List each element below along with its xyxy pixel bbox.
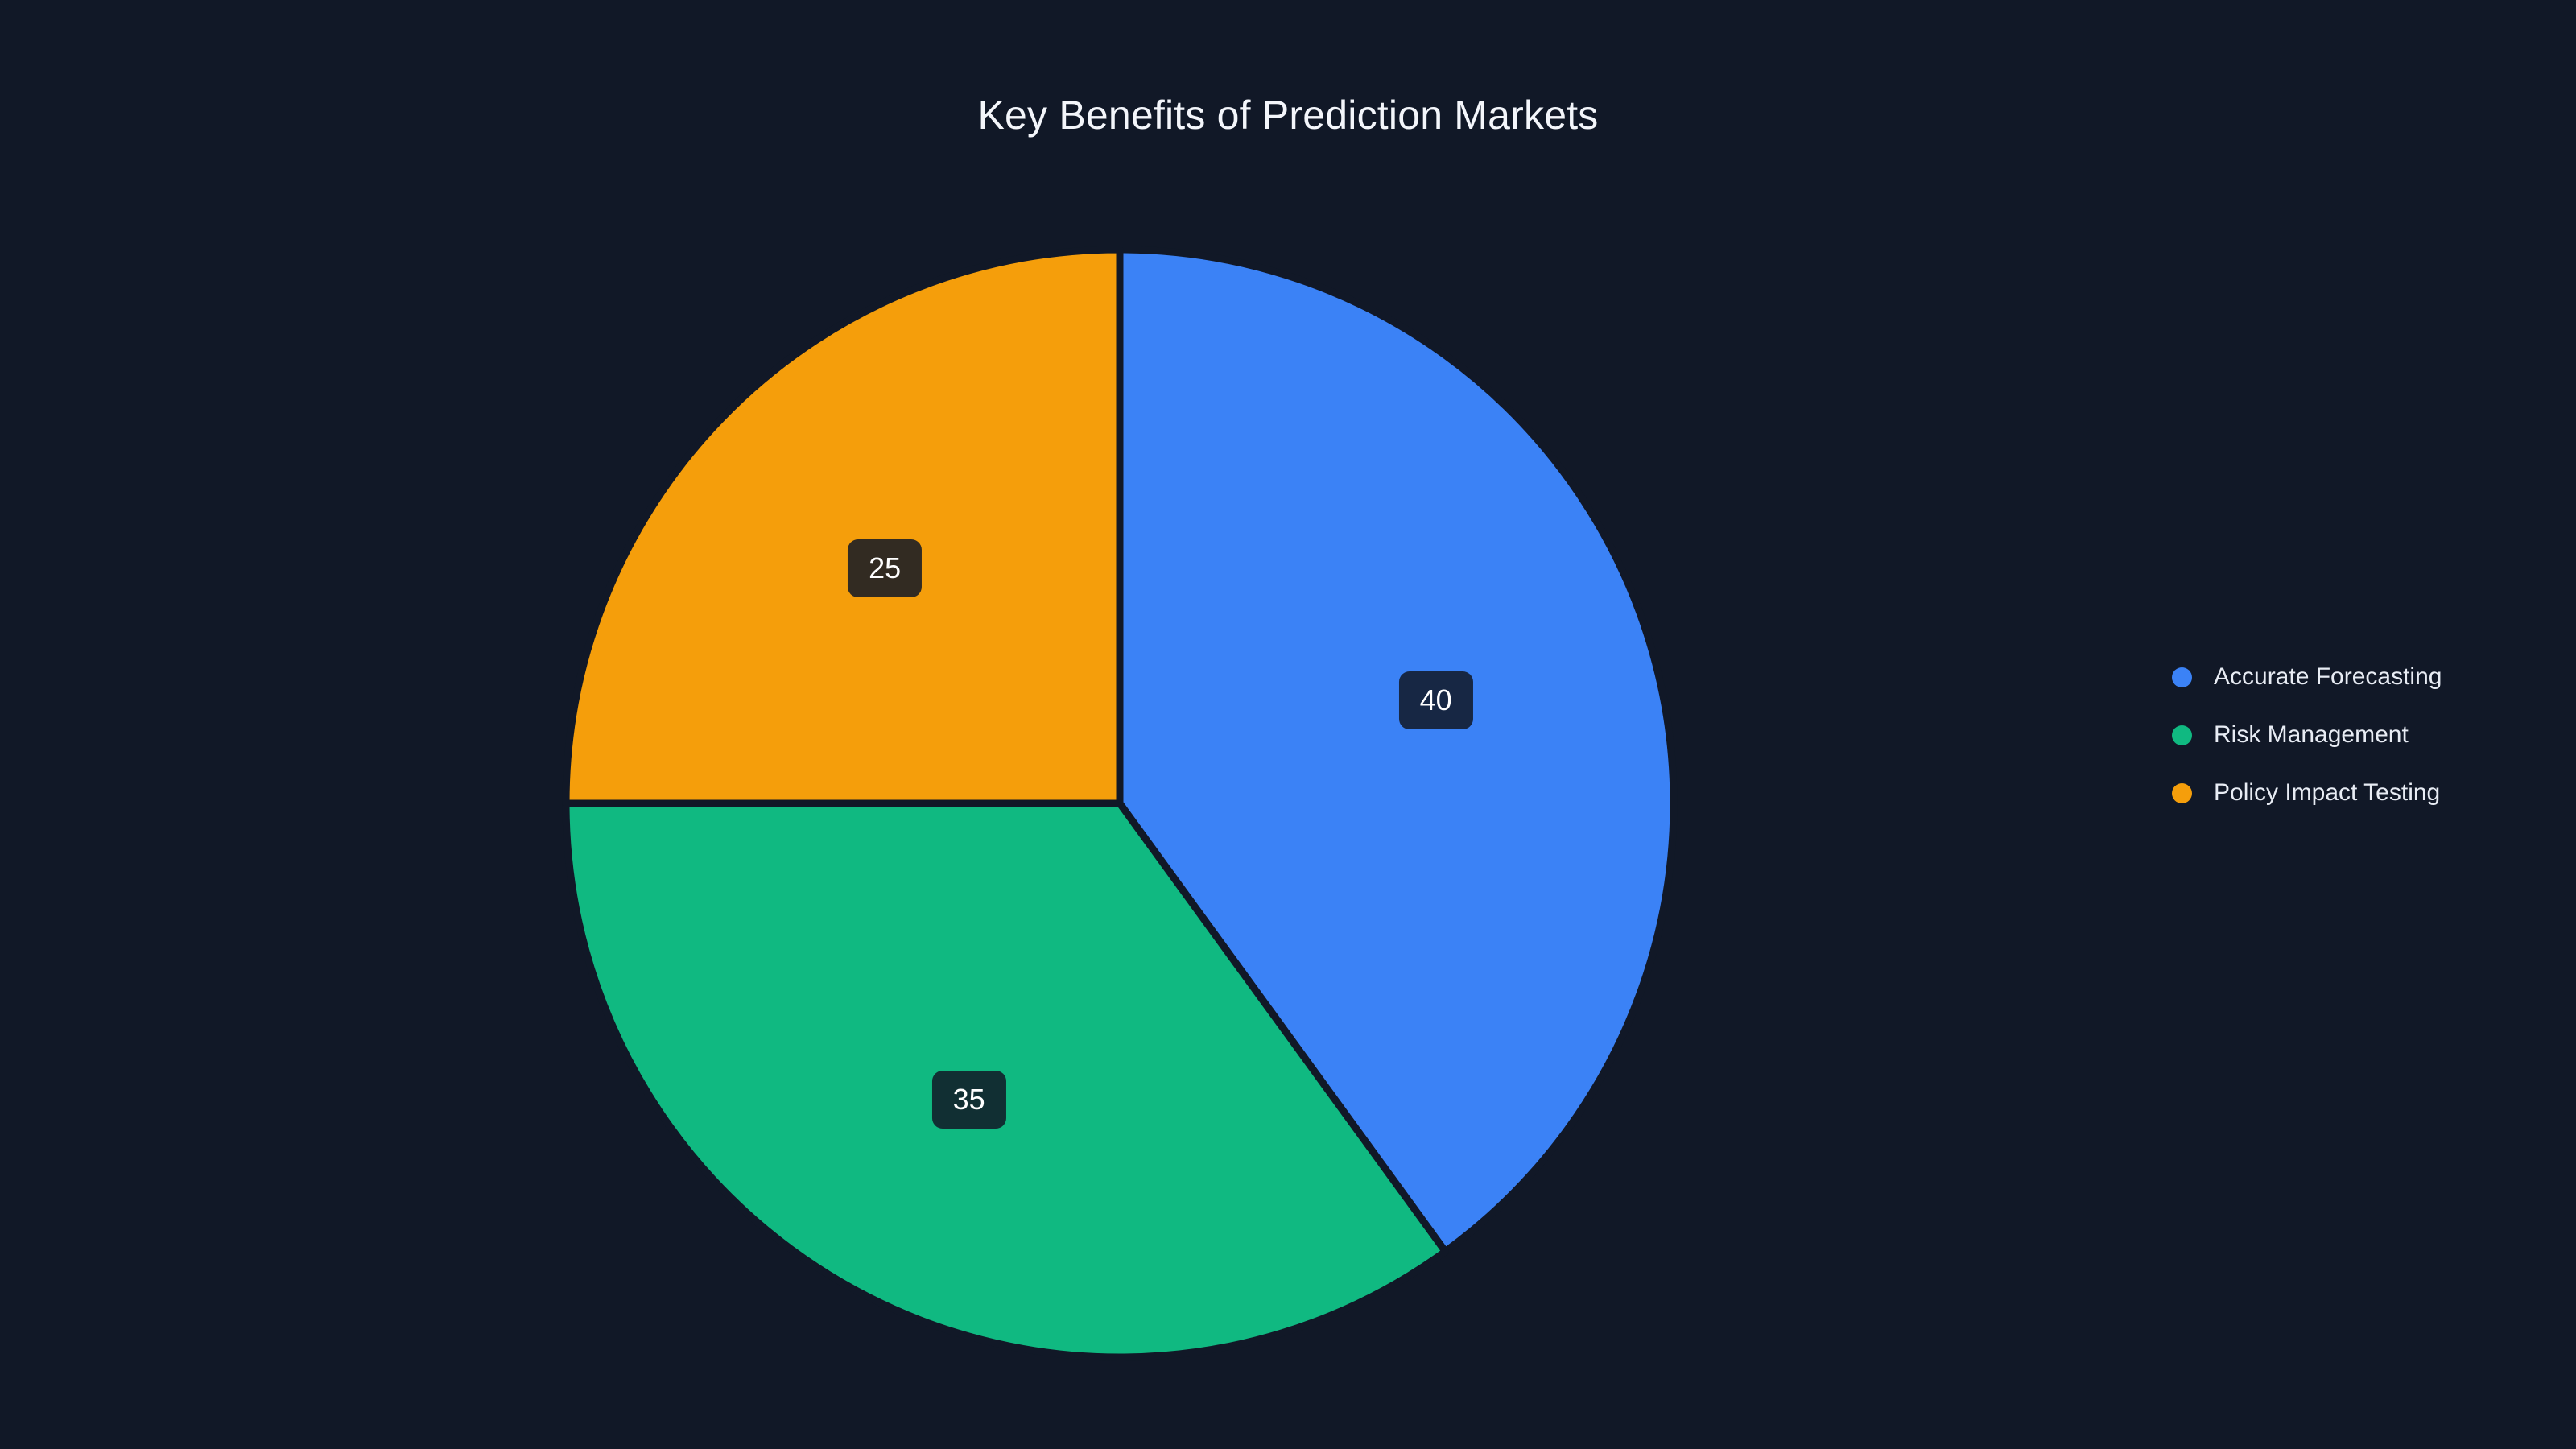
legend-item-label: Policy Impact Testing bbox=[2214, 779, 2441, 806]
chart-title: Key Benefits of Prediction Markets bbox=[977, 93, 1599, 138]
pie-slice-policy-impact-testing[interactable] bbox=[562, 246, 1124, 807]
pie-slice-value-label: 25 bbox=[848, 539, 923, 598]
legend-swatch-icon bbox=[2172, 724, 2192, 745]
legend-swatch-icon bbox=[2172, 782, 2192, 803]
pie-slice-accurate-forecasting[interactable] bbox=[1116, 246, 1678, 1256]
pie-slice-value-label: 35 bbox=[931, 1070, 1006, 1129]
legend-item-accurate-forecasting[interactable]: Accurate Forecasting bbox=[2172, 648, 2518, 706]
pie-slice-value-label: 40 bbox=[1398, 671, 1473, 730]
chart-legend: Accurate Forecasting Risk Management Pol… bbox=[2172, 648, 2518, 822]
legend-item-label: Risk Management bbox=[2214, 721, 2409, 748]
legend-item-policy-impact-testing[interactable]: Policy Impact Testing bbox=[2172, 764, 2518, 822]
pie-slices bbox=[562, 246, 1678, 1361]
legend-item-risk-management[interactable]: Risk Management bbox=[2172, 706, 2518, 764]
legend-item-label: Accurate Forecasting bbox=[2214, 663, 2442, 690]
legend-swatch-icon bbox=[2172, 667, 2192, 687]
